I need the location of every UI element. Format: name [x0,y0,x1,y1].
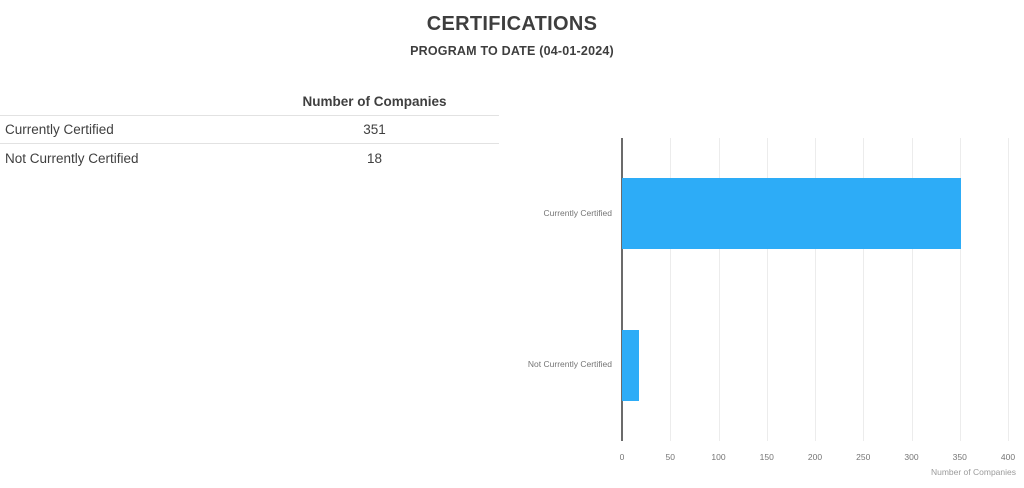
x-tick-label: 350 [952,452,967,462]
gridline [1008,138,1009,441]
category-label: Not Currently Certified [527,359,612,370]
bar-currently-certified[interactable] [622,178,961,250]
plot-area [621,138,1009,441]
page-title: CERTIFICATIONS [426,13,598,35]
table-row-value: 351 [363,122,386,137]
page-subtitle: PROGRAM TO DATE (04-01-2024) [410,44,614,58]
gridline [670,138,672,441]
gridline [959,138,961,441]
table-header-row: Number of Companies [0,88,499,116]
x-tick-label: 50 [665,452,675,462]
x-tick-label: 150 [759,452,774,462]
x-tick-label: 0 [619,452,625,462]
certifications-table: Number of Companies Currently Certified … [0,88,499,172]
table-row: Not Currently Certified 18 [0,144,499,172]
bar-chart: Number of Companies 0 50 100 150 200 250 300 35… [520,130,1024,488]
x-tick-label: 200 [807,452,823,462]
table-row-label: Not Currently Certified [5,150,139,166]
x-tick-label: 100 [711,452,726,462]
page-header: CERTIFICATIONS PROGRAM TO DATE (04-01-20… [0,0,1024,58]
table-header-value: Number of Companies [302,94,447,109]
bar-not-currently-certified[interactable] [622,329,640,401]
x-tick-label: 300 [904,452,919,462]
gridline [766,138,768,441]
x-axis-title: Number of Companies [930,467,1016,477]
table-row: Currently Certified 351 [0,116,499,144]
table-row-value: 18 [366,150,383,166]
category-label: Currently Certified [543,207,613,218]
x-tick-label: 250 [856,452,871,462]
table-row-label: Currently Certified [5,122,114,137]
gridline [863,138,865,441]
gridline [718,138,720,441]
x-tick-label: 400 [1000,452,1016,462]
y-axis-line [621,138,623,441]
gridline [815,138,816,441]
gridline [911,138,913,441]
